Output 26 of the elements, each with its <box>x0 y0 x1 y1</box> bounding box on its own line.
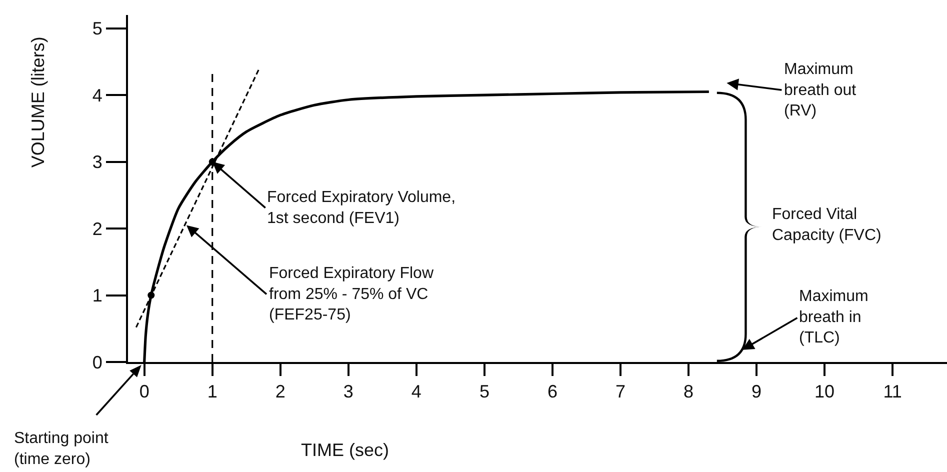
x-tick-label: 0 <box>139 382 150 402</box>
y-axis-title: VOLUME (liters) <box>28 36 48 168</box>
x-axis-title: TIME (sec) <box>301 440 389 460</box>
x-tick-label: 9 <box>752 382 762 402</box>
x-tick-label: 1 <box>207 382 218 402</box>
x-tick-label: 10 <box>814 382 835 402</box>
y-tick-label: 0 <box>92 352 102 372</box>
annotation: Forced Expiratory Flow from 25% - 75% of VC (FEF25-75) <box>269 265 434 324</box>
y-tick-label: 3 <box>92 152 102 172</box>
annotation: Forced Expiratory Volume, 1st second (FEV1) <box>267 189 456 227</box>
x-tick-label: 11 <box>883 382 902 402</box>
y-tick-label: 2 <box>92 218 102 239</box>
x-tick-label: 6 <box>547 382 558 402</box>
annotation: Forced Vital Capacity (FVC) <box>772 206 882 244</box>
annotation: Maximum breath out (RV) <box>784 61 857 120</box>
y-tick-label: 5 <box>92 18 102 39</box>
annotation: Maximum breath in (TLC) <box>799 288 868 347</box>
x-tick-label: 3 <box>343 382 354 402</box>
x-tick-label: 2 <box>275 382 286 402</box>
x-tick-label: 8 <box>684 382 694 402</box>
x-tick-label: 5 <box>479 382 490 402</box>
x-tick-label: 4 <box>411 382 422 402</box>
text: Starting point (time zero) <box>14 430 109 468</box>
x-tick-label: 7 <box>615 382 626 402</box>
y-tick-label: 4 <box>92 85 102 106</box>
y-tick-label: 1 <box>92 286 102 306</box>
